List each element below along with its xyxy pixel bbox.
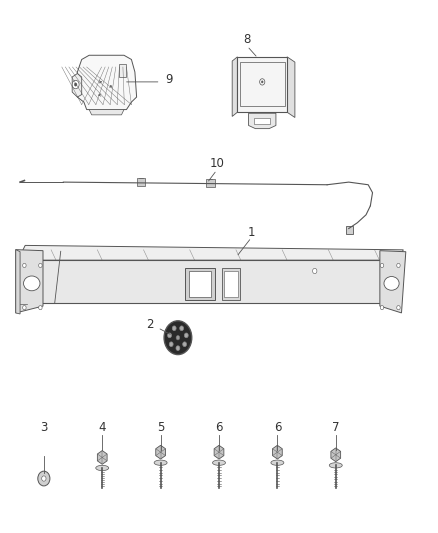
Circle shape (23, 305, 26, 310)
Bar (206, 179, 215, 188)
Ellipse shape (96, 465, 109, 471)
Polygon shape (272, 445, 282, 459)
Polygon shape (214, 445, 224, 459)
Circle shape (38, 471, 50, 486)
Circle shape (380, 305, 384, 310)
Circle shape (184, 333, 188, 338)
Circle shape (42, 476, 46, 481)
Bar (346, 227, 353, 234)
Bar (189, 271, 211, 297)
Circle shape (169, 342, 173, 346)
Circle shape (261, 81, 263, 83)
Text: 10: 10 (209, 157, 224, 170)
Polygon shape (89, 110, 124, 115)
Circle shape (176, 335, 180, 340)
Polygon shape (16, 249, 20, 314)
Circle shape (74, 83, 77, 86)
Ellipse shape (384, 277, 399, 290)
Ellipse shape (271, 460, 284, 465)
Bar (137, 178, 145, 187)
Ellipse shape (154, 460, 167, 465)
Polygon shape (331, 448, 341, 462)
Polygon shape (156, 445, 166, 459)
Circle shape (23, 263, 26, 268)
Circle shape (72, 80, 79, 89)
Polygon shape (380, 251, 406, 313)
Text: 4: 4 (99, 421, 106, 434)
Bar (224, 271, 238, 297)
Circle shape (397, 263, 400, 268)
Circle shape (176, 346, 180, 351)
Bar (185, 268, 215, 300)
Circle shape (180, 326, 184, 330)
Ellipse shape (24, 276, 40, 291)
Ellipse shape (329, 463, 342, 468)
Polygon shape (249, 114, 276, 128)
Text: 5: 5 (157, 421, 164, 434)
Bar (222, 268, 240, 300)
Text: 6: 6 (215, 421, 223, 434)
Bar (237, 57, 287, 112)
Bar (240, 62, 285, 106)
Bar (18, 260, 399, 303)
Circle shape (397, 305, 400, 310)
Circle shape (39, 305, 42, 310)
Bar (119, 64, 127, 77)
Polygon shape (16, 249, 43, 313)
Circle shape (380, 263, 384, 268)
Circle shape (168, 333, 172, 338)
Text: 1: 1 (247, 225, 255, 239)
Polygon shape (78, 55, 137, 110)
Ellipse shape (212, 460, 226, 465)
Circle shape (39, 263, 42, 268)
Text: 9: 9 (166, 73, 173, 86)
Polygon shape (287, 57, 295, 117)
Polygon shape (97, 450, 107, 464)
Polygon shape (72, 74, 82, 97)
Text: 3: 3 (40, 421, 48, 434)
Bar (254, 118, 270, 124)
Circle shape (183, 342, 187, 346)
Circle shape (164, 321, 192, 354)
Circle shape (172, 326, 176, 330)
Text: 8: 8 (244, 33, 251, 46)
Polygon shape (18, 245, 403, 260)
Polygon shape (232, 57, 237, 116)
Text: 7: 7 (332, 421, 339, 434)
Text: 2: 2 (146, 318, 154, 331)
Circle shape (313, 268, 317, 273)
Text: 6: 6 (274, 421, 281, 434)
